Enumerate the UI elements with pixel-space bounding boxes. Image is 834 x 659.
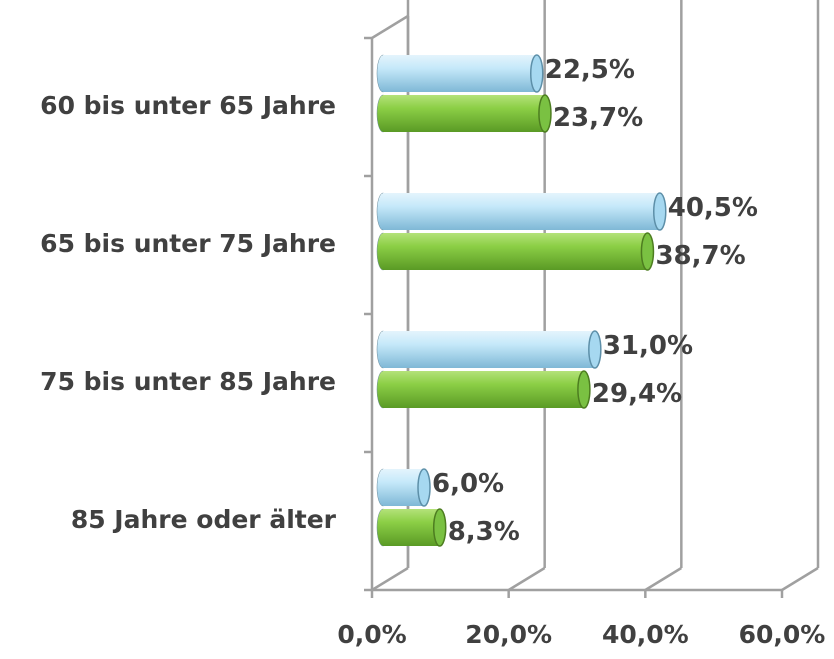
bar-cap bbox=[538, 94, 552, 133]
value-label: 29,4% bbox=[592, 379, 682, 409]
grid-line-floor bbox=[371, 566, 409, 592]
bar-cap bbox=[432, 508, 447, 547]
bar bbox=[383, 233, 648, 270]
value-label: 6,0% bbox=[432, 469, 504, 499]
bar-cap bbox=[530, 54, 544, 93]
x-tick-label: 60,0% bbox=[739, 620, 826, 649]
value-label: 22,5% bbox=[545, 55, 635, 85]
category-label: 65 bis unter 75 Jahre bbox=[40, 229, 336, 258]
x-tick-label: 20,0% bbox=[465, 620, 552, 649]
bar bbox=[383, 95, 545, 132]
category-label: 75 bis unter 85 Jahre bbox=[40, 367, 336, 396]
grid-line-floor bbox=[508, 566, 546, 592]
bar bbox=[383, 371, 584, 408]
bar-cap bbox=[577, 370, 591, 409]
value-label: 8,3% bbox=[448, 517, 520, 547]
category-label: 85 Jahre oder älter bbox=[71, 505, 337, 534]
bar-cap bbox=[640, 232, 655, 271]
left-wall-top bbox=[371, 14, 409, 40]
value-label: 38,7% bbox=[655, 241, 745, 271]
x-tick-label: 0,0% bbox=[337, 620, 406, 649]
grid-line-floor bbox=[781, 566, 819, 592]
category-label: 60 bis unter 65 Jahre bbox=[40, 91, 336, 120]
value-label: 31,0% bbox=[603, 331, 693, 361]
x-tick-label: 40,0% bbox=[602, 620, 689, 649]
bar-cap bbox=[417, 468, 431, 507]
bar bbox=[383, 469, 424, 506]
bar-cap bbox=[653, 192, 667, 231]
value-label: 23,7% bbox=[553, 103, 643, 133]
value-label: 40,5% bbox=[668, 193, 758, 223]
bar bbox=[383, 55, 537, 92]
bar-cap bbox=[588, 330, 602, 369]
bar bbox=[383, 193, 660, 230]
bar bbox=[383, 331, 595, 368]
bar bbox=[383, 509, 440, 546]
grid-line-floor bbox=[644, 566, 682, 592]
